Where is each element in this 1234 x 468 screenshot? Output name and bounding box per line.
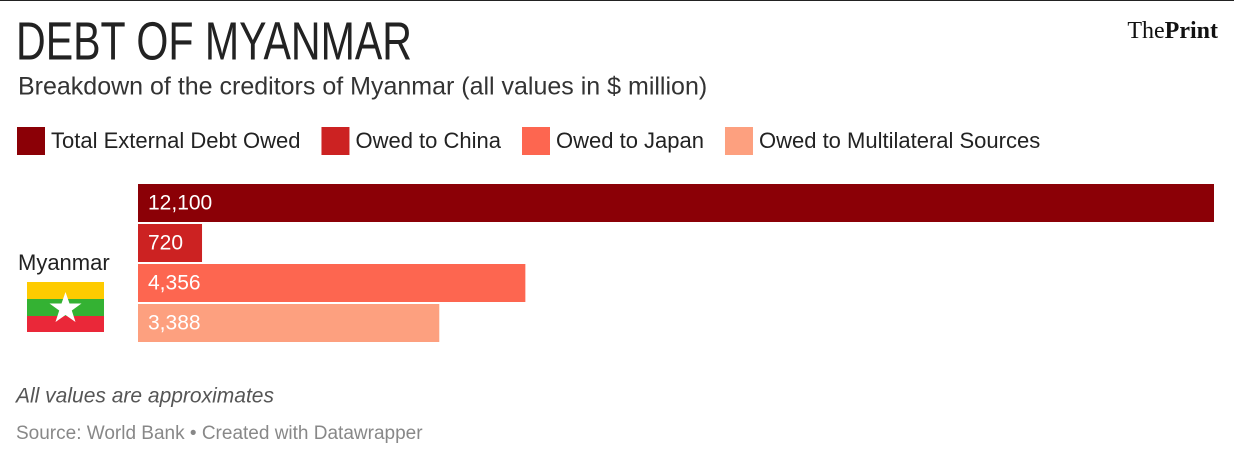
legend-label: Owed to China [355, 128, 501, 153]
value-label: 720 [148, 232, 183, 255]
category-label: Myanmar [18, 250, 110, 275]
source: Source: World Bank • Created with Datawr… [16, 423, 423, 444]
legend-label: Owed to Japan [556, 128, 704, 153]
legend-swatch [522, 127, 550, 155]
value-label: 4,356 [148, 272, 201, 295]
bar [138, 224, 203, 262]
bar [138, 304, 440, 342]
value-label: 12,100 [148, 192, 212, 215]
logo-light: The [1127, 18, 1164, 44]
chart-title: DEBT OF MYANMAR [16, 11, 412, 71]
flag [27, 282, 104, 332]
chart-subtitle: Breakdown of the creditors of Myanmar (a… [18, 73, 707, 101]
legend-swatch [17, 127, 45, 155]
legend-label: Total External Debt Owed [51, 128, 300, 153]
logo-bold: Print [1165, 18, 1218, 44]
bar [138, 184, 1214, 222]
logo: ThePrint [1127, 18, 1218, 44]
legend-label: Owed to Multilateral Sources [759, 128, 1040, 153]
note: All values are approximates [14, 385, 274, 408]
legend-swatch [321, 127, 350, 155]
bar [138, 264, 526, 302]
legend-swatch [724, 127, 753, 155]
value-label: 3,388 [148, 312, 201, 335]
